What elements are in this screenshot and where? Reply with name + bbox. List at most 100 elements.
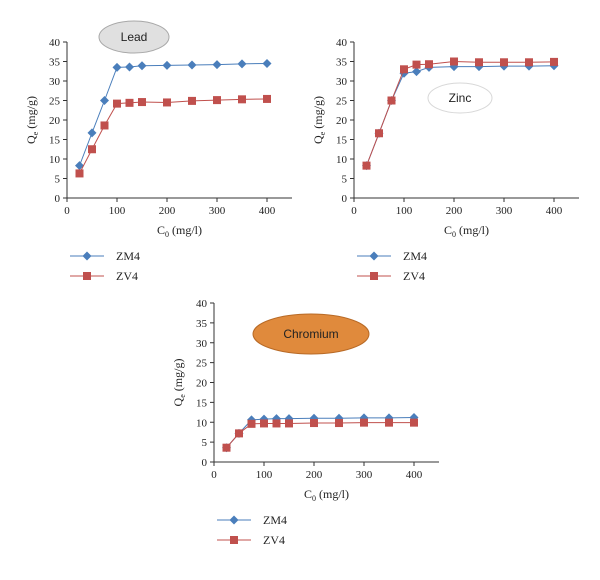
- y-axis-label: Qe (mg/g): [171, 359, 187, 407]
- x-tick-label: 200: [446, 205, 463, 217]
- series-line-zv4: [79, 98, 268, 174]
- y-tick-label: 25: [49, 96, 61, 108]
- y-axis-label: Qe (mg/g): [24, 96, 40, 144]
- y-tick-label: 35: [196, 318, 208, 330]
- x-tick-label: 100: [396, 205, 413, 217]
- y-tick-label: 20: [336, 115, 348, 127]
- y-tick-label: 0: [202, 457, 208, 469]
- x-tick-label: 0: [351, 205, 357, 217]
- y-tick-label: 10: [336, 154, 348, 166]
- legend-label-zv4: ZV4: [403, 269, 425, 283]
- y-tick-label: 5: [55, 174, 61, 186]
- data-point-zv4: [525, 58, 533, 67]
- element-badge: [98, 20, 170, 54]
- y-axis-label: Qe (mg/g): [311, 96, 327, 144]
- data-point-zm4: [112, 62, 122, 72]
- x-tick-label: 0: [211, 469, 217, 481]
- x-axis-label: C0 (mg/l): [304, 487, 349, 503]
- data-point-zv4: [410, 418, 418, 427]
- element-badge-label: Chromium: [283, 327, 338, 341]
- y-tick-label: 30: [336, 76, 348, 88]
- data-point-zv4: [385, 418, 393, 427]
- x-tick-label: 400: [546, 205, 563, 217]
- data-point-zm4: [137, 61, 147, 71]
- data-point-zv4: [263, 94, 271, 103]
- data-point-zm4: [162, 60, 172, 70]
- data-point-zv4: [412, 60, 421, 69]
- data-point-zv4: [260, 419, 268, 428]
- x-tick-label: 400: [259, 205, 276, 217]
- data-point-zv4: [362, 161, 371, 170]
- y-tick-label: 15: [196, 397, 208, 409]
- x-axis-label: C0 (mg/l): [444, 223, 489, 239]
- data-point-zv4: [88, 145, 96, 154]
- legend-marker-zm4: [82, 251, 92, 261]
- x-tick-label: 300: [356, 469, 373, 481]
- x-tick-label: 200: [306, 469, 323, 481]
- y-tick-label: 10: [196, 417, 208, 429]
- legend-marker-zv4: [230, 536, 238, 544]
- y-tick-label: 30: [196, 338, 208, 350]
- series-line-zv4: [366, 60, 555, 166]
- data-point-zm4: [412, 67, 421, 77]
- data-point-zv4: [222, 443, 231, 452]
- data-point-zv4: [285, 419, 293, 428]
- y-tick-label: 15: [49, 135, 61, 147]
- x-axis-label: C0 (mg/l): [157, 223, 202, 239]
- x-tick-label: 100: [109, 205, 126, 217]
- x-tick-label: 100: [256, 469, 273, 481]
- data-point-zm4: [87, 128, 97, 138]
- y-tick-label: 40: [336, 37, 348, 49]
- legend-marker-zv4: [83, 272, 91, 280]
- legend-label-zv4: ZV4: [263, 533, 285, 547]
- data-point-zv4: [138, 98, 146, 107]
- y-tick-label: 25: [336, 96, 348, 108]
- data-point-zm4: [237, 59, 247, 69]
- legend-label-zm4: ZM4: [263, 513, 287, 527]
- data-point-zv4: [213, 96, 221, 105]
- data-point-zv4: [387, 96, 396, 105]
- element-badge: [427, 82, 493, 114]
- x-tick-label: 200: [159, 205, 176, 217]
- y-tick-label: 35: [336, 57, 348, 69]
- y-tick-label: 10: [49, 154, 61, 166]
- x-tick-label: 300: [209, 205, 226, 217]
- data-point-zm4: [187, 60, 197, 70]
- series-line-zm4: [366, 65, 555, 166]
- legend-marker-zv4: [370, 272, 378, 280]
- data-point-zv4: [235, 429, 243, 438]
- data-point-zv4: [550, 57, 558, 66]
- data-point-zv4: [75, 169, 84, 178]
- data-point-zm4: [262, 58, 272, 68]
- data-point-zv4: [163, 98, 171, 107]
- data-point-zv4: [475, 58, 483, 67]
- legend-marker-zm4: [369, 251, 379, 261]
- data-point-zv4: [188, 96, 196, 105]
- series-line-zm4: [79, 62, 268, 166]
- data-point-zv4: [360, 418, 368, 427]
- data-point-zm4: [212, 60, 222, 70]
- data-point-zm4: [125, 62, 134, 72]
- x-tick-label: 400: [406, 469, 423, 481]
- data-point-zv4: [113, 99, 121, 108]
- data-point-zv4: [272, 419, 281, 428]
- y-tick-label: 20: [196, 378, 208, 390]
- data-point-zv4: [125, 98, 134, 107]
- data-point-zv4: [335, 419, 343, 428]
- y-tick-label: 0: [342, 193, 348, 205]
- data-point-zm4: [100, 96, 109, 105]
- y-tick-label: 20: [49, 115, 61, 127]
- data-point-zv4: [425, 60, 433, 69]
- x-tick-label: 300: [496, 205, 513, 217]
- data-point-zv4: [238, 95, 246, 104]
- y-tick-label: 30: [49, 76, 61, 88]
- legend-label-zm4: ZM4: [116, 249, 140, 263]
- y-tick-label: 5: [202, 437, 208, 449]
- y-tick-label: 15: [336, 135, 348, 147]
- legend-label-zv4: ZV4: [116, 269, 138, 283]
- data-point-zv4: [247, 419, 256, 428]
